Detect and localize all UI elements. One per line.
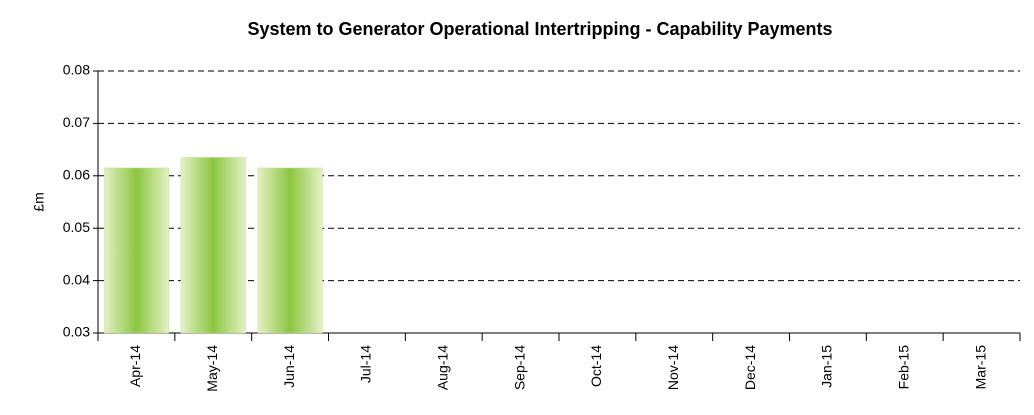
x-tick-label: Mar-15 (972, 345, 988, 390)
y-axis-label: £m (31, 192, 47, 211)
x-tick-label: May-14 (204, 345, 220, 392)
x-tick-label: Dec-14 (742, 345, 758, 390)
y-tick-label: 0.05 (63, 219, 90, 235)
x-tick-label: Sep-14 (511, 345, 527, 390)
x-tick-label: Jul-14 (358, 345, 374, 383)
x-tick-label: Aug-14 (434, 345, 450, 390)
x-tick-label: Feb-15 (895, 345, 911, 390)
bar (180, 157, 246, 334)
y-tick-label: 0.04 (63, 271, 90, 287)
x-tick-label: Jan-15 (819, 345, 835, 388)
bar (103, 167, 169, 334)
x-tick-label: Apr-14 (127, 345, 143, 387)
y-tick-label: 0.08 (63, 62, 90, 78)
bar (257, 167, 323, 334)
x-tick-label: Oct-14 (588, 345, 604, 387)
y-tick-label: 0.07 (63, 114, 90, 130)
x-tick-label: Nov-14 (665, 345, 681, 390)
x-tick-label: Jun-14 (281, 345, 297, 388)
y-tick-label: 0.03 (63, 324, 90, 340)
chart-title: System to Generator Operational Intertri… (247, 19, 832, 39)
y-tick-label: 0.06 (63, 167, 90, 183)
